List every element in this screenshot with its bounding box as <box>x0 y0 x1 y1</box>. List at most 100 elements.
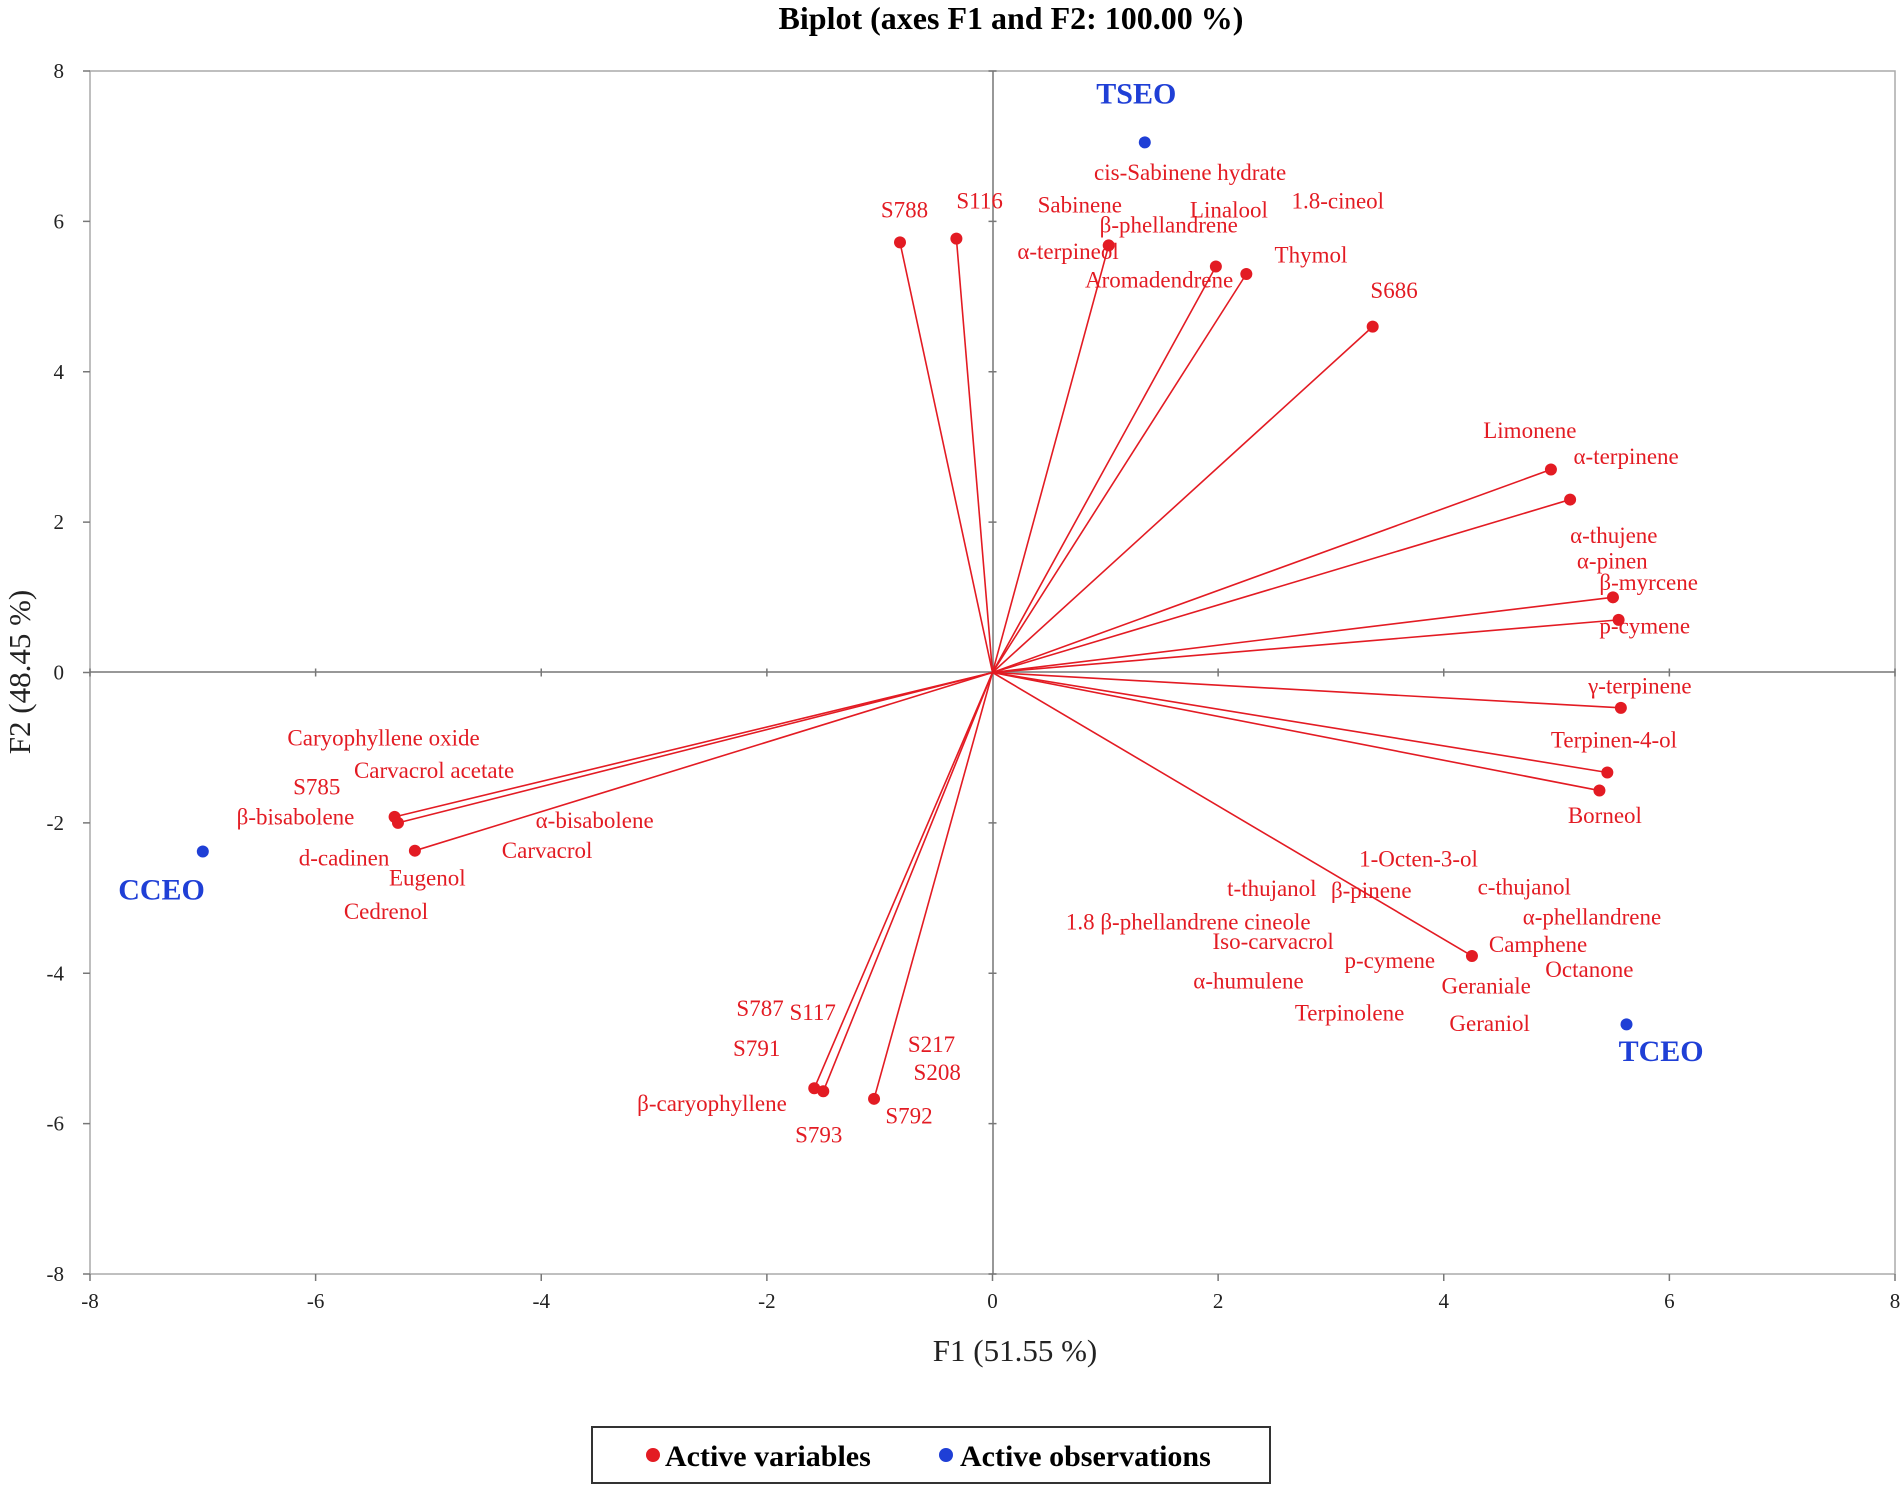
variable-label: Carvacrol <box>502 838 593 863</box>
variable-labels: cis-Sabinene hydrate S788 S116 Sabinene Lina… <box>237 160 1698 1147</box>
variable-label: γ-terpinene <box>1587 674 1691 699</box>
variable-label: Geraniale <box>1441 974 1530 999</box>
variable-point <box>1366 320 1379 333</box>
variable-point <box>893 236 906 249</box>
variable-label: α-bisabolene <box>536 808 654 833</box>
y-axis-ticks: 8 6 4 2 0 -2 -4 -6 -8 <box>47 59 997 1286</box>
variable-label: Sabinene <box>1038 192 1122 217</box>
variable-label: Terpinolene <box>1295 1001 1405 1026</box>
x-axis-label: F1 (51.55 %) <box>933 1333 1097 1368</box>
y-tick-label: -6 <box>47 1112 65 1136</box>
variable-vector-line <box>992 671 1608 774</box>
variable-label: Geraniol <box>1449 1011 1529 1036</box>
variable-label: α-thujene <box>1570 523 1657 548</box>
variable-vector-line <box>873 672 994 1100</box>
variable-point <box>1544 463 1557 476</box>
x-tick-label: -2 <box>758 1289 776 1313</box>
variable-label: p-cymene <box>1344 948 1435 973</box>
observation-label: TSEO <box>1096 77 1176 110</box>
variable-label: 1.8-cineol <box>1291 189 1384 214</box>
variable-label: S117 <box>789 1000 835 1025</box>
variable-vectors <box>388 232 1627 1105</box>
variable-point <box>1102 239 1115 252</box>
variable-point <box>808 1082 821 1095</box>
variable-label: S686 <box>1370 278 1417 303</box>
variable-vector-line <box>991 273 1248 673</box>
variable-label: 1-Octen-3-ol <box>1359 846 1478 871</box>
variable-vector-line <box>992 671 1473 957</box>
variable-label: Octanone <box>1545 957 1633 982</box>
variable-label: Limonene <box>1483 418 1576 443</box>
variable-label: S787 <box>736 996 783 1021</box>
variable-vector-line <box>414 671 993 852</box>
variable-label: S785 <box>293 774 340 799</box>
variable-label: β-phellandrene <box>1100 213 1238 238</box>
x-axis-ticks: -8 -6 -4 -2 0 2 4 6 8 <box>81 668 1900 1313</box>
observation-point <box>1138 136 1151 149</box>
variable-point <box>1209 260 1222 273</box>
variable-label: S116 <box>956 189 1002 214</box>
y-tick-label: 4 <box>54 360 65 384</box>
x-tick-label: -8 <box>81 1289 99 1313</box>
legend-observations-label: Active observations <box>960 1440 1211 1473</box>
variable-point <box>1612 613 1625 626</box>
variable-vector-line <box>991 326 1374 674</box>
variable-vector-line <box>991 245 1110 673</box>
variable-label: S208 <box>914 1060 961 1085</box>
variable-label: α-phellandrene <box>1523 904 1661 929</box>
variable-vector-line <box>813 672 994 1089</box>
variable-vector-line <box>992 596 1614 674</box>
variable-vector-line <box>899 242 994 673</box>
variable-label: S793 <box>795 1122 842 1147</box>
y-tick-label: -8 <box>47 1262 65 1286</box>
variable-label: β-bisabolene <box>237 804 355 829</box>
y-tick-label: 2 <box>54 510 65 534</box>
x-tick-label: 0 <box>987 1289 998 1313</box>
observation-label: TCEO <box>1619 1035 1704 1068</box>
legend: Active variables Active observations <box>591 1426 1271 1484</box>
legend-observations-marker <box>939 1448 953 1462</box>
y-tick-label: 6 <box>54 209 65 233</box>
variable-label: S791 <box>733 1036 780 1061</box>
variable-vector-line <box>992 498 1571 674</box>
variable-point <box>1614 701 1627 714</box>
x-tick-label: -4 <box>533 1289 551 1313</box>
variable-label: Aromadendrene <box>1085 268 1233 293</box>
y-tick-label: 0 <box>54 661 65 685</box>
variable-label: β-caryophyllene <box>637 1091 787 1116</box>
variable-label: p-cymene <box>1599 613 1690 638</box>
variable-point <box>408 844 421 857</box>
variable-label: Borneol <box>1568 803 1642 828</box>
variable-label: S217 <box>908 1032 955 1057</box>
variable-point <box>1593 784 1606 797</box>
x-tick-label: 6 <box>1664 1289 1675 1313</box>
variable-label: Eugenol <box>389 865 466 890</box>
variable-label: t-thujanol <box>1227 876 1316 901</box>
variable-label: cis-Sabinene hydrate <box>1094 160 1286 185</box>
variable-point <box>391 816 404 829</box>
observation-label: CCEO <box>118 874 205 907</box>
variable-vector-line <box>992 468 1552 674</box>
variable-label: Linalool <box>1190 198 1268 223</box>
variable-vector-line <box>992 671 1600 792</box>
variable-point <box>1465 949 1478 962</box>
variable-point <box>1564 493 1577 506</box>
variable-label: S792 <box>885 1104 932 1129</box>
variable-label: c-thujanol <box>1478 874 1571 899</box>
variable-vector-line <box>992 671 1621 709</box>
y-tick-label: 8 <box>54 59 65 83</box>
x-tick-label: -6 <box>307 1289 325 1313</box>
variable-label: Caryophyllene oxide <box>287 725 479 750</box>
x-tick-label: 2 <box>1213 1289 1224 1313</box>
variable-label: 1.8 β-phellandrene cineole <box>1066 910 1311 935</box>
variable-label: Cedrenol <box>344 899 428 924</box>
variable-label: d-cadinen <box>299 846 390 871</box>
variable-point <box>950 232 963 245</box>
variable-vector-line <box>955 238 994 673</box>
variable-label: α-humulene <box>1193 968 1303 993</box>
variable-label: Terpinen-4-ol <box>1551 728 1677 753</box>
variable-vector-line <box>822 672 994 1092</box>
variable-label: Camphene <box>1489 932 1587 957</box>
variable-vector-line <box>991 266 1217 673</box>
x-tick-label: 4 <box>1439 1289 1450 1313</box>
